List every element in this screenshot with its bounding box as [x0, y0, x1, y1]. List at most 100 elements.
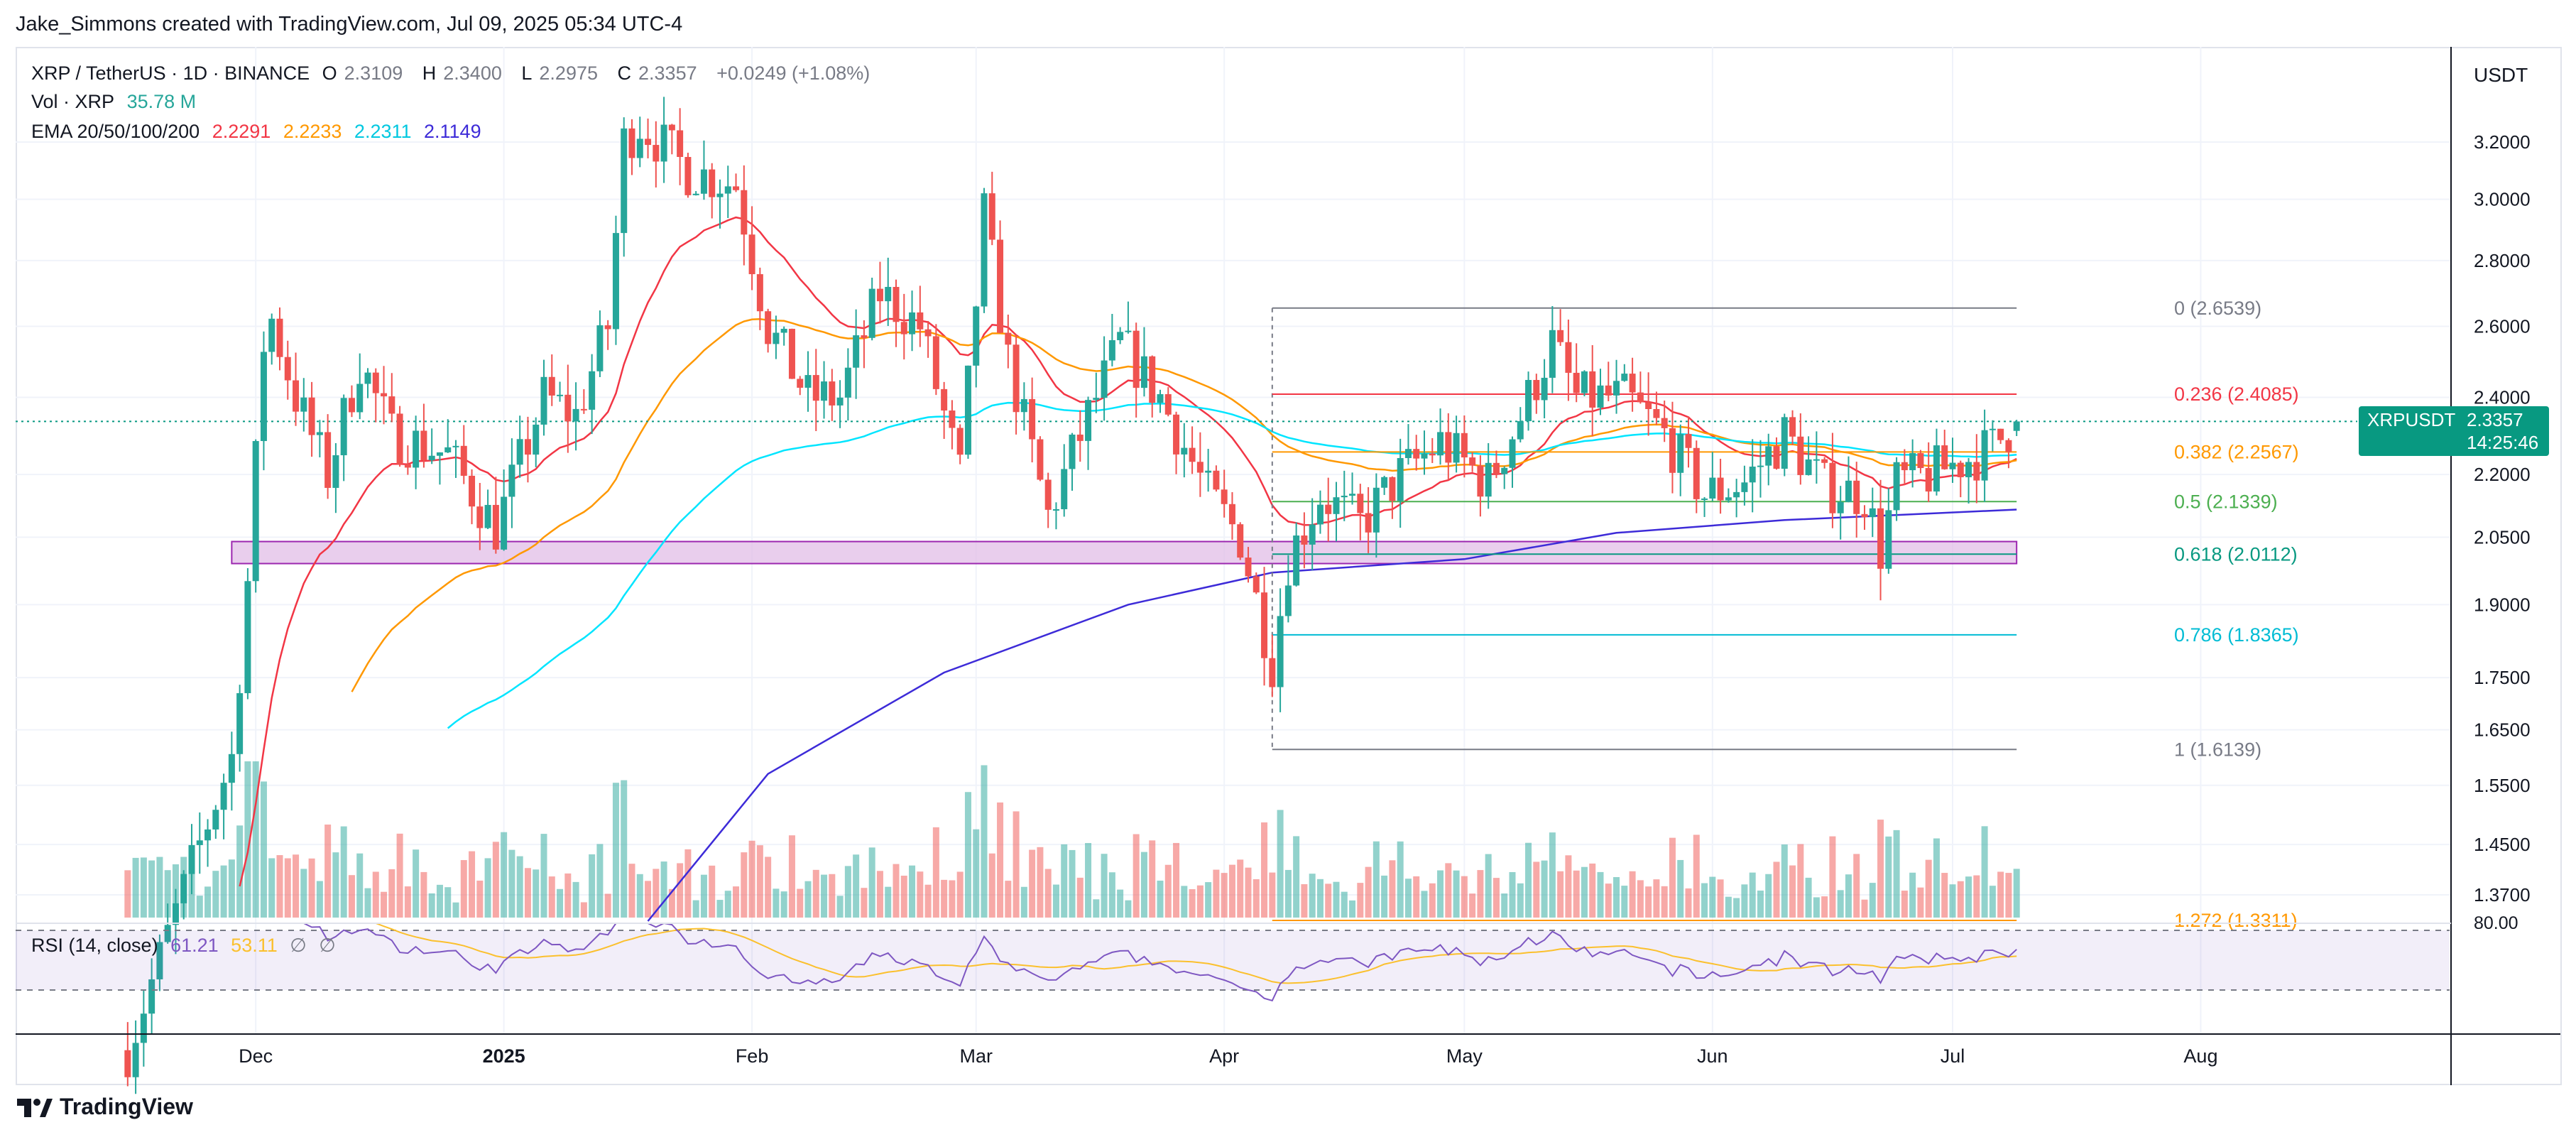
volume-bar [1445, 863, 1452, 918]
candle-body [1653, 408, 1660, 418]
currency-label[interactable]: USDT [2474, 64, 2528, 86]
candle-body [508, 464, 515, 497]
volume-bar [724, 891, 731, 918]
candle-body [469, 475, 476, 507]
volume-bar [1877, 820, 1884, 918]
volume-bar [1901, 891, 1908, 918]
volume-bar [1941, 873, 1948, 918]
volume-bar [677, 863, 684, 918]
volume-label[interactable]: Vol · XRP [31, 91, 115, 112]
candle-body [548, 376, 555, 396]
volume-bar [388, 869, 395, 918]
ema-label[interactable]: EMA 20/50/100/200 [31, 121, 200, 142]
candle-body [1589, 371, 1596, 408]
candle-body [1525, 379, 1532, 422]
volume-bar [1957, 881, 1964, 918]
candle-body [1221, 489, 1228, 504]
candle-body [1173, 414, 1180, 455]
volume-bar [1637, 880, 1644, 918]
candle-body [1461, 433, 1468, 458]
candle-body [1044, 479, 1052, 510]
candle-body [476, 506, 484, 528]
volume-bar [1108, 872, 1115, 918]
candle-body [1213, 470, 1220, 490]
volume-bar [773, 888, 780, 918]
volume-bar [1613, 876, 1620, 918]
volume-bar [1133, 834, 1140, 918]
candle-body [853, 335, 860, 368]
volume-bar [836, 896, 844, 918]
candle-body [533, 424, 540, 455]
candle-body [1397, 458, 1404, 501]
candle-body [1245, 558, 1252, 577]
candle-body [988, 193, 995, 240]
demand-zone-rect [231, 540, 2018, 565]
price-tick-label: 1.3700 [2474, 884, 2531, 906]
tradingview-logo[interactable]: TradingView [16, 1094, 193, 1120]
volume-bar [1316, 879, 1324, 918]
volume-bar [1933, 838, 1940, 918]
candle-body [1252, 576, 1260, 593]
volume-bar [1525, 842, 1532, 918]
candle-body [1037, 439, 1044, 480]
volume-bar [1741, 884, 1748, 918]
candle-body [612, 233, 619, 330]
candle-body [1837, 501, 1844, 513]
volume-bar [1437, 870, 1444, 918]
fib-level-label: 1 (1.6139) [2174, 739, 2261, 760]
candle-body [1445, 432, 1452, 463]
volume-bar [1989, 886, 1996, 918]
candle-body [381, 393, 388, 397]
legend-volume-row[interactable]: Vol · XRP 35.78 M [31, 91, 203, 113]
volume-bar [1709, 876, 1716, 918]
candle-body [1861, 513, 1868, 518]
price-tick-label: 2.4000 [2474, 386, 2531, 408]
high-label: H [422, 62, 437, 84]
volume-bar [917, 871, 924, 918]
volume-bar [853, 854, 860, 918]
candle-body [893, 286, 900, 322]
volume-bar [413, 849, 420, 918]
candle-body [733, 186, 740, 190]
volume-bar [1301, 883, 1308, 918]
legend-ema-row[interactable]: EMA 20/50/100/200 2.2291 2.2233 2.2311 2… [31, 121, 489, 143]
candle-body [1509, 439, 1516, 468]
volume-bar [293, 854, 300, 918]
volume-bar [1853, 854, 1860, 918]
volume-bar [1597, 871, 1604, 918]
candle-body [1853, 480, 1860, 514]
price-tick-label: 2.6000 [2474, 315, 2531, 337]
candle-body [1685, 434, 1692, 448]
volume-bar [460, 860, 467, 918]
volume-bar [1076, 877, 1084, 918]
candle-body [836, 397, 844, 406]
candle-body [1149, 356, 1156, 403]
candle-body [1797, 436, 1804, 475]
time-tick-label: Jun [1697, 1045, 1728, 1067]
volume-bar [1140, 852, 1147, 918]
candle-body [1133, 330, 1140, 388]
rsi-ma-line [239, 923, 2017, 984]
volume-bar [1973, 875, 1980, 918]
volume-bar [1325, 883, 1332, 918]
legend-rsi-row[interactable]: RSI (14, close) 61.21 53.11 ∅ ∅ [31, 935, 343, 957]
volume-bar [1589, 863, 1596, 918]
volume-bar [284, 858, 291, 918]
volume-bar [1469, 893, 1476, 918]
volume-bar [653, 869, 660, 918]
candle-body [1949, 462, 1956, 469]
candle-body [356, 384, 364, 413]
symbol-name[interactable]: XRP / TetherUS · 1D · BINANCE [31, 62, 310, 84]
candle-body [1533, 379, 1540, 401]
volume-bar [1492, 878, 1500, 918]
volume-bar [924, 884, 932, 918]
volume-bar [244, 761, 251, 918]
volume-bar [1061, 844, 1068, 918]
candle-body [876, 288, 883, 302]
candle-body [1869, 508, 1876, 518]
candle-body [1069, 434, 1076, 469]
volume-bar [1149, 840, 1156, 918]
rsi-label[interactable]: RSI (14, close) [31, 935, 158, 956]
